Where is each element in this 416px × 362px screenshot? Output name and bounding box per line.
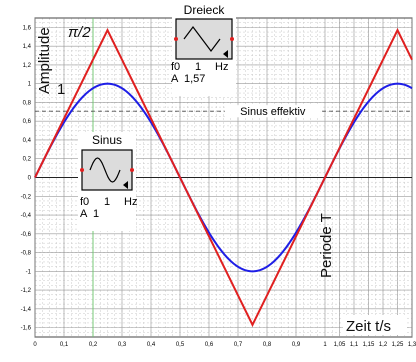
y-tick-label: -0,6 [21, 232, 32, 238]
x-tick-label: 0,5 [176, 342, 185, 348]
x-tick-label: 0,4 [147, 342, 156, 348]
x-tick-label: 0,3 [118, 342, 127, 348]
y-tick-label: -1,2 [21, 288, 32, 294]
block-input-port [80, 168, 84, 172]
y-tick-label: 0,8 [23, 100, 32, 106]
block-title: Dreieck [184, 3, 226, 17]
x-tick-label: 0,8 [263, 342, 272, 348]
reference-label: Sinus effektiv [240, 106, 306, 118]
x-tick-label: 1,15 [363, 342, 375, 348]
y-tick-label: 0,2 [23, 157, 32, 163]
block-a-value: 1 [93, 208, 99, 220]
one-annotation: 1 [57, 81, 65, 98]
x-tick-label: 0,7 [234, 342, 243, 348]
y-axis-label: Amplitude [36, 27, 53, 94]
x-tick-label: 0,9 [292, 342, 301, 348]
x-tick-label: 1,2 [379, 342, 388, 348]
function-block-dreieck: Dreieck f0 1 Hz A 1,57 [171, 2, 236, 96]
y-tick-label: 1,4 [23, 44, 32, 50]
y-tick-label: 1,6 [23, 25, 32, 31]
y-tick-label: 0,6 [23, 119, 32, 125]
x-tick-label: 0,6 [205, 342, 214, 348]
period-label: Periode T [318, 213, 335, 278]
y-tick-label: -0,2 [21, 194, 32, 200]
y-tick-label: -0,4 [21, 213, 32, 219]
x-axis-label: Zeit t/s [346, 318, 391, 335]
x-tick-label: 0,2 [89, 342, 98, 348]
y-tick-label: 0,4 [23, 138, 32, 144]
block-f-label: f0 [80, 196, 89, 208]
x-tick-label: 1,3 [408, 342, 416, 348]
x-tick-label: 1,25 [392, 342, 404, 348]
y-tick-label: -0,8 [21, 251, 32, 257]
block-f-value: 1 [195, 61, 201, 73]
block-f-value: 1 [104, 196, 110, 208]
block-f-label: f0 [171, 61, 180, 73]
block-input-port [174, 37, 178, 41]
x-tick-label: 0,1 [60, 342, 69, 348]
block-output-port [230, 37, 234, 41]
y-tick-label: -1 [26, 269, 32, 275]
y-tick-label: -1,6 [21, 326, 32, 332]
x-tick-label: 1,05 [334, 342, 346, 348]
y-tick-label: 1,2 [23, 63, 32, 69]
block-a-value: 1,57 [184, 73, 205, 85]
block-f-unit: Hz [215, 61, 228, 73]
x-tick-label: 1,1 [350, 342, 359, 348]
block-f-unit: Hz [124, 196, 137, 208]
block-a-label: A [171, 73, 179, 85]
block-title: Sinus [92, 133, 122, 147]
block-a-label: A [80, 208, 88, 220]
pi-half-annotation: π/2 [68, 24, 91, 41]
block-output-port [130, 168, 134, 172]
y-tick-label: -1,4 [21, 307, 32, 313]
